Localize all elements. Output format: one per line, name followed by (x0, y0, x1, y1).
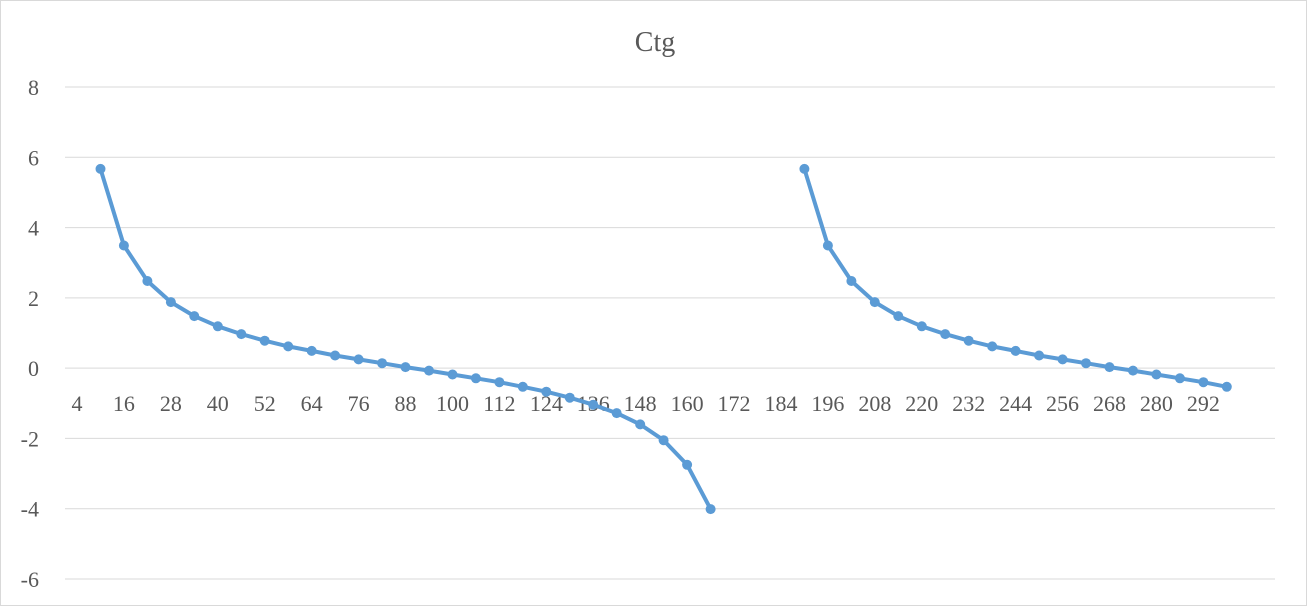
x-tick-label: 196 (811, 391, 844, 416)
data-point (940, 329, 951, 340)
data-point (822, 240, 833, 251)
data-point (306, 345, 317, 356)
y-tick-label: 2 (28, 286, 39, 311)
data-point (963, 335, 974, 346)
data-point (330, 350, 341, 361)
data-point (799, 163, 810, 174)
x-tick-label: 148 (624, 391, 657, 416)
data-point (1010, 345, 1021, 356)
data-point (893, 311, 904, 322)
x-tick-label: 244 (999, 391, 1032, 416)
data-point (1081, 358, 1091, 369)
x-tick-label: 40 (207, 391, 229, 416)
data-point (1151, 369, 1162, 380)
x-tick-label: 76 (348, 391, 370, 416)
x-tick-label: 292 (1187, 391, 1220, 416)
data-point (236, 329, 247, 340)
x-tick-label: 16 (113, 391, 135, 416)
chart-title: Ctg (635, 27, 675, 58)
data-point (212, 321, 223, 332)
data-point (635, 419, 646, 430)
data-point (705, 504, 716, 515)
x-tick-label: 172 (718, 391, 751, 416)
data-point (165, 297, 176, 308)
data-point (424, 365, 434, 376)
data-point (353, 354, 364, 365)
data-point (588, 399, 599, 410)
data-point (259, 335, 270, 346)
y-tick-label: 8 (28, 75, 39, 100)
x-tick-label: 256 (1046, 391, 1079, 416)
data-point (283, 341, 294, 352)
series-line-segment-1 (98, 166, 713, 512)
x-tick-label: 208 (858, 391, 891, 416)
data-point (541, 386, 552, 397)
y-tick-label: 0 (28, 356, 39, 381)
data-point (400, 362, 411, 373)
data-point (1104, 362, 1115, 373)
data-point (611, 408, 622, 419)
series-group (95, 163, 1232, 515)
y-tick-label: 4 (28, 216, 39, 241)
data-point (118, 240, 129, 251)
data-point (1057, 354, 1068, 365)
data-point (95, 163, 106, 174)
gridlines (65, 86, 1275, 580)
data-point (987, 341, 998, 352)
y-tick-label: -4 (21, 497, 39, 522)
x-tick-label: 160 (671, 391, 704, 416)
data-point (1128, 365, 1138, 376)
data-point (658, 435, 669, 446)
data-point (377, 358, 388, 369)
x-tick-label: 220 (905, 391, 938, 416)
y-tick-label: -2 (21, 426, 39, 451)
data-point (1174, 373, 1185, 384)
x-tick-label: 28 (160, 391, 182, 416)
data-point (869, 297, 880, 308)
data-point (470, 373, 481, 384)
y-tick-label: -6 (21, 567, 39, 592)
y-tick-label: 6 (28, 145, 39, 170)
data-point (682, 459, 693, 470)
x-tick-label: 88 (395, 391, 417, 416)
x-tick-label: 112 (483, 391, 515, 416)
x-tick-label: 232 (952, 391, 985, 416)
x-tick-label: 64 (301, 391, 323, 416)
x-tick-label: 268 (1093, 391, 1126, 416)
data-point (564, 392, 575, 403)
data-point (447, 369, 458, 380)
x-tick-label: 184 (764, 391, 797, 416)
x-tick-label: 4 (72, 391, 83, 416)
data-point (1221, 381, 1232, 392)
x-tick-label: 280 (1140, 391, 1173, 416)
data-point (1034, 350, 1045, 361)
data-point (517, 381, 528, 392)
data-point (142, 276, 153, 286)
data-point (1198, 377, 1209, 388)
data-point (916, 321, 927, 332)
data-point (494, 377, 505, 388)
x-tick-label: 100 (436, 391, 469, 416)
y-axis-tick-labels: 8 6 4 2 0 -2 -4 -6 (21, 75, 39, 592)
x-axis-tick-labels: 4162840526476881001121241361481601721841… (72, 391, 1220, 416)
x-tick-label: 52 (254, 391, 276, 416)
data-point (189, 311, 200, 322)
data-point (846, 276, 857, 286)
